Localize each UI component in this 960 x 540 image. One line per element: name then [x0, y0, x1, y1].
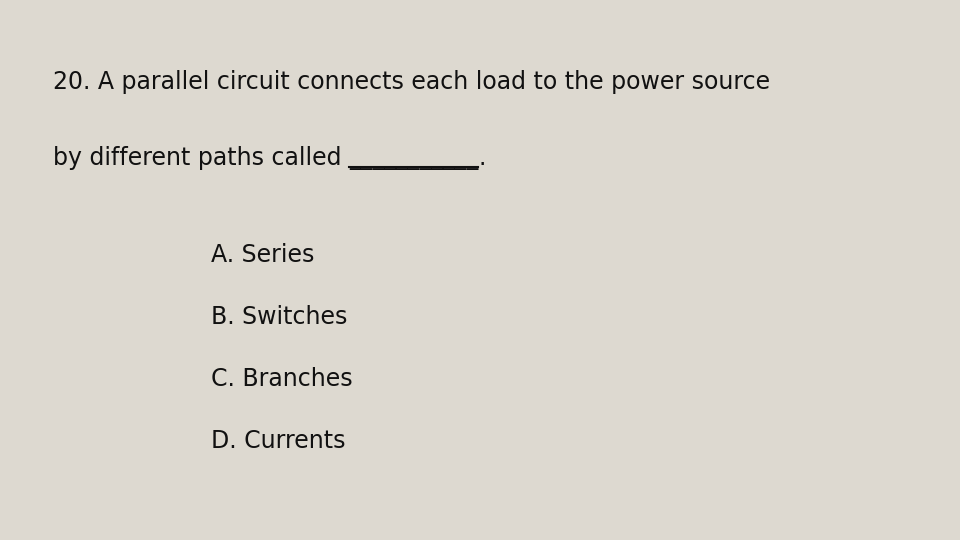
Text: B. Switches: B. Switches [211, 305, 348, 329]
Text: .: . [478, 146, 486, 170]
Text: A. Series: A. Series [211, 243, 315, 267]
Text: by different paths called: by different paths called [53, 146, 348, 170]
Text: 20. A parallel circuit connects each load to the power source: 20. A parallel circuit connects each loa… [53, 70, 770, 94]
Text: ___________: ___________ [348, 146, 478, 170]
Text: D. Currents: D. Currents [211, 429, 346, 453]
Text: C. Branches: C. Branches [211, 367, 353, 391]
